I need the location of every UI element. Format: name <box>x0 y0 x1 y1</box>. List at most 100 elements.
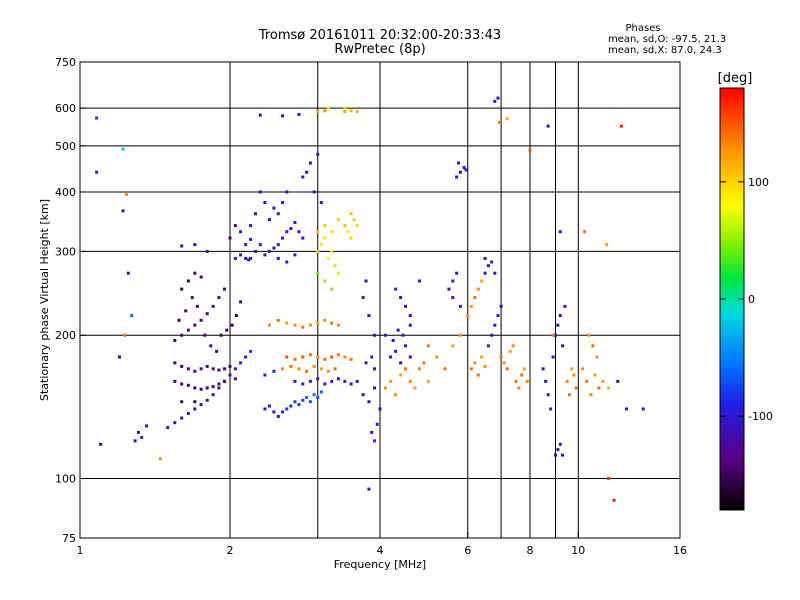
data-point <box>305 395 309 399</box>
data-point <box>180 287 184 291</box>
data-point <box>293 379 297 383</box>
data-point <box>458 304 462 308</box>
data-point <box>308 353 312 357</box>
data-point <box>514 379 518 383</box>
data-point <box>249 349 253 353</box>
data-point <box>480 355 484 359</box>
data-point <box>455 175 459 179</box>
data-point <box>349 357 353 361</box>
data-point <box>403 367 407 371</box>
data-point <box>544 379 548 383</box>
data-point <box>272 410 276 414</box>
data-point <box>587 333 591 337</box>
data-point <box>486 264 490 268</box>
data-point <box>281 410 285 414</box>
data-point <box>607 386 611 390</box>
data-point <box>546 124 550 128</box>
data-point <box>373 386 377 390</box>
data-point <box>173 379 177 383</box>
y-tick-label: 750 <box>55 56 76 69</box>
data-point <box>195 304 199 308</box>
x-tick-label: 16 <box>673 544 687 557</box>
data-point <box>203 333 207 337</box>
data-point <box>364 279 368 283</box>
data-point <box>316 395 320 399</box>
data-point <box>458 333 462 337</box>
data-point <box>247 258 251 262</box>
data-point <box>499 304 503 308</box>
colorbar: 100 0 -100 <box>719 87 773 511</box>
data-point <box>190 296 194 300</box>
x-axis-label: Frequency [MHz] <box>334 558 426 571</box>
data-point <box>496 96 500 100</box>
data-point <box>396 328 400 332</box>
data-point <box>193 407 197 411</box>
x-tick-label: 6 <box>464 544 471 557</box>
data-point <box>276 414 280 418</box>
y-tick-label: 100 <box>55 473 76 486</box>
data-point <box>180 400 184 404</box>
data-point <box>272 206 276 210</box>
data-point <box>462 166 466 170</box>
data-point <box>361 393 365 397</box>
data-point <box>319 367 323 371</box>
data-point <box>597 386 601 390</box>
data-point <box>435 355 439 359</box>
data-point <box>508 349 512 353</box>
data-point <box>281 114 285 118</box>
data-point <box>297 367 301 371</box>
data-point <box>258 243 262 247</box>
data-point <box>180 364 184 368</box>
data-point <box>394 287 398 291</box>
phases-heading: Phases <box>625 23 660 34</box>
data-point <box>272 246 276 250</box>
data-point <box>383 386 387 390</box>
data-point <box>145 424 149 428</box>
data-point <box>408 323 412 327</box>
data-point <box>570 367 574 371</box>
data-point <box>301 398 305 402</box>
data-point <box>312 190 316 194</box>
data-point <box>253 212 257 216</box>
data-point <box>417 367 421 371</box>
data-point <box>117 355 121 359</box>
data-point <box>343 224 347 228</box>
data-point <box>483 271 487 275</box>
data-point <box>355 379 359 383</box>
data-point <box>173 421 177 425</box>
data-point <box>186 328 190 332</box>
data-point <box>556 323 560 327</box>
data-point <box>523 367 527 371</box>
data-point <box>217 386 221 390</box>
data-point <box>234 314 238 318</box>
data-point <box>389 355 393 359</box>
data-point <box>583 230 587 234</box>
data-point <box>177 318 181 322</box>
data-point <box>505 117 509 121</box>
data-point <box>333 264 337 268</box>
data-point <box>330 355 334 359</box>
data-point <box>553 333 557 337</box>
data-point <box>343 110 347 114</box>
phases-x-mode: mean, sd,X: 87.0, 24.3 <box>608 45 722 56</box>
y-tick-label: 200 <box>55 329 76 342</box>
data-point <box>308 323 312 327</box>
data-point <box>333 367 337 371</box>
data-point <box>316 355 320 359</box>
data-point <box>263 407 267 411</box>
data-point <box>186 367 190 371</box>
data-point <box>205 364 209 368</box>
data-point <box>383 333 387 337</box>
data-point <box>546 393 550 397</box>
data-point <box>593 373 597 377</box>
data-point <box>301 382 305 386</box>
data-point <box>336 218 340 222</box>
data-point <box>378 407 382 411</box>
data-point <box>403 304 407 308</box>
data-point <box>230 323 234 327</box>
data-point <box>312 393 316 397</box>
x-tick-label: 8 <box>527 544 534 557</box>
data-point <box>121 147 125 151</box>
data-point <box>498 120 502 124</box>
data-point <box>343 379 347 383</box>
